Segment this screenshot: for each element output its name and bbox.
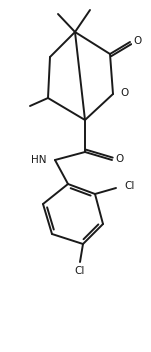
Text: HN: HN <box>31 155 46 165</box>
Text: Cl: Cl <box>124 181 134 191</box>
Text: O: O <box>120 88 128 98</box>
Text: O: O <box>133 36 141 46</box>
Text: O: O <box>115 154 123 164</box>
Text: Cl: Cl <box>75 266 85 276</box>
